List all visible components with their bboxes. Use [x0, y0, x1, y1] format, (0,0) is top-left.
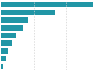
Bar — [1, 33, 16, 38]
Bar — [1, 40, 12, 46]
Bar — [1, 25, 23, 31]
Bar — [1, 17, 28, 23]
Bar — [1, 10, 55, 15]
Bar — [1, 56, 6, 61]
Bar — [1, 2, 93, 7]
Bar — [1, 48, 8, 54]
Bar — [1, 64, 3, 69]
